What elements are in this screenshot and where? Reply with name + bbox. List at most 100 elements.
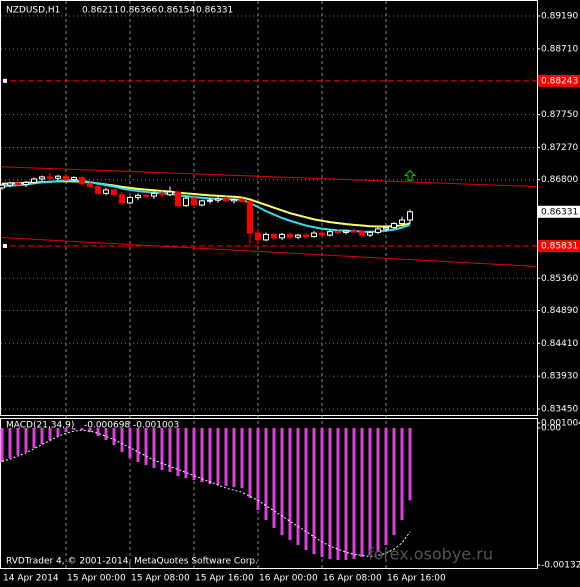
candle-body [335, 231, 341, 234]
macd-bar [184, 428, 188, 479]
candle-body [319, 232, 325, 236]
candle-body [103, 189, 109, 194]
trend-line [0, 166, 538, 188]
macd-bar [0, 428, 4, 462]
candle-body [39, 176, 45, 180]
candle-body [399, 219, 405, 224]
candle-body [343, 230, 349, 233]
macd-bar [320, 428, 324, 558]
candle-body [255, 232, 261, 241]
macd-bar [80, 428, 84, 431]
candle-body [391, 222, 397, 229]
level-marker [3, 78, 7, 83]
level-label: 0.88243 [541, 76, 578, 86]
candle-body [0, 184, 5, 189]
macd-bar [328, 428, 332, 559]
macd-bar [384, 428, 388, 546]
macd-bar [120, 428, 124, 453]
candle-body [311, 232, 317, 237]
candle-body [23, 181, 29, 185]
macd-bar [224, 428, 228, 487]
y-tick-label: 0.86800 [541, 175, 578, 185]
y-tick-label: 0.84890 [541, 306, 578, 316]
macd-bar [16, 428, 20, 456]
macd-bar [248, 428, 252, 499]
macd-bar [336, 428, 340, 561]
macd-bar [40, 428, 44, 445]
candle-body [167, 191, 173, 196]
candle-body [263, 233, 269, 241]
candle-body [231, 199, 237, 202]
candle-body [31, 178, 37, 183]
footer: RVDTrader 4, © 2001-2014, MetaQuotes Sof… [6, 557, 258, 567]
candle-body [239, 199, 245, 203]
candle-body [47, 176, 53, 179]
macd-bar [408, 428, 412, 501]
macd-bar [128, 428, 132, 459]
macd-bar [360, 428, 364, 558]
price-label: 0.86331 [541, 207, 578, 217]
candle-body [199, 200, 205, 206]
candle-body [223, 198, 229, 202]
candle-body [207, 199, 213, 202]
macd-bar [88, 428, 92, 433]
level-label-bg [538, 240, 580, 253]
x-tick-label: 15 Apr 00:00 [67, 574, 126, 584]
macd-title: MACD(21,34,9) [6, 421, 74, 431]
x-tick-label: 15 Apr 08:00 [131, 574, 190, 584]
ohlc-value: 0.86366 [120, 6, 157, 16]
macd-bar [280, 428, 284, 536]
macd-bar [64, 428, 68, 433]
macd-bar [392, 428, 396, 536]
macd-bar [240, 428, 244, 489]
macd-bar [272, 428, 276, 529]
macd-bar [400, 428, 404, 521]
candle-body [271, 233, 277, 239]
candle-body [367, 231, 373, 236]
candle-body [119, 194, 125, 204]
macd-bar [312, 428, 316, 555]
candle-body [351, 230, 357, 233]
y-tick-label: 0.85360 [541, 274, 578, 284]
macd-value: -0.000698 [84, 421, 130, 431]
macd-bar [296, 428, 300, 546]
x-tick-label: 16 Apr 16:00 [387, 574, 446, 584]
macd-bar [72, 428, 76, 431]
macd-bar [96, 428, 100, 437]
candle-body [143, 194, 149, 197]
candle-body [79, 177, 85, 185]
macd-bar [8, 428, 12, 459]
level-label: 0.85831 [541, 242, 578, 252]
signal-value: -0.001003 [133, 421, 179, 431]
moving-average [1, 179, 411, 233]
y-tick-label: 0.87750 [541, 110, 578, 120]
macd-bar [304, 428, 308, 551]
candle-body [287, 233, 293, 238]
candle-body [247, 201, 253, 234]
x-tick-label: 14 Apr 2014 [3, 574, 59, 584]
candle-body [63, 175, 69, 181]
macd-bar [232, 428, 236, 488]
macd-bar [208, 428, 212, 485]
x-tick-label: 16 Apr 08:00 [323, 574, 382, 584]
candle-body [375, 228, 381, 233]
macd-bar [24, 428, 28, 453]
candle-body [279, 233, 285, 239]
macd-bar [256, 428, 260, 511]
x-tick-label: 15 Apr 16:00 [195, 574, 254, 584]
candle-body [135, 194, 141, 198]
candle-body [87, 183, 93, 187]
macd-bar [112, 428, 116, 446]
macd-bar [368, 428, 372, 556]
trend-line [0, 237, 538, 267]
macd-bar [192, 428, 196, 481]
candle-body [175, 191, 181, 207]
candle-body [183, 197, 189, 207]
macd-bar [48, 428, 52, 441]
y-tick-label: 0.83930 [541, 372, 578, 382]
y-tick-label: 0.001004 [541, 419, 580, 429]
ohlc-value: 0.86211 [82, 6, 119, 16]
macd-bar [352, 428, 356, 559]
candle-body [71, 177, 77, 181]
candle-body [359, 231, 365, 236]
